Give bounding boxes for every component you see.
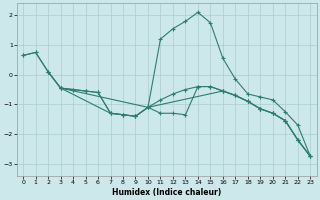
X-axis label: Humidex (Indice chaleur): Humidex (Indice chaleur) [112, 188, 221, 197]
